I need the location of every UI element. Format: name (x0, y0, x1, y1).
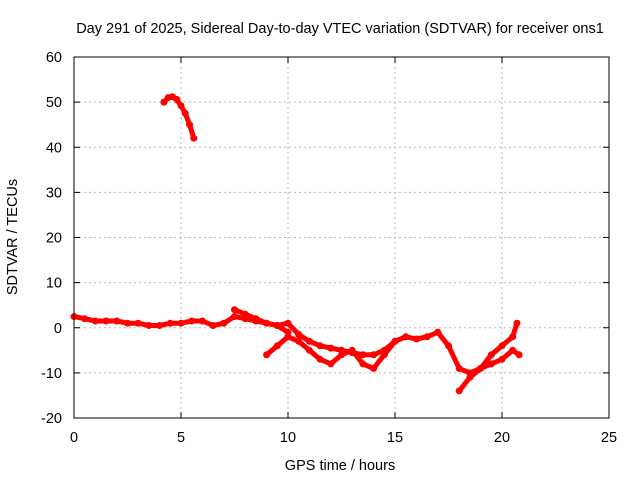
y-axis-label: SDTVAR / TECUs (5, 179, 21, 295)
data-point (370, 351, 378, 359)
data-point (263, 351, 271, 359)
data-point (284, 319, 292, 327)
data-point (359, 351, 367, 359)
data-point (273, 342, 281, 350)
data-point (188, 317, 196, 325)
data-point (380, 351, 388, 359)
x-axis-label: GPS time / hours (285, 458, 395, 474)
data-point (173, 95, 181, 103)
data-series (70, 93, 523, 395)
grid-lines (74, 57, 609, 418)
data-point (509, 333, 517, 341)
chart-title: Day 291 of 2025, Sidereal Day-to-day VTE… (76, 21, 604, 37)
data-point (145, 322, 153, 329)
data-point (487, 360, 495, 368)
data-point (81, 315, 89, 323)
data-point (186, 121, 194, 129)
data-point (466, 373, 474, 381)
data-point (198, 317, 206, 325)
data-point (455, 387, 463, 395)
y-tick-label: 60 (46, 50, 62, 66)
data-point (445, 342, 452, 350)
data-point (487, 351, 495, 359)
data-point (370, 364, 378, 372)
data-point (252, 315, 260, 323)
x-tick-label: 5 (177, 430, 185, 446)
data-point (284, 328, 292, 336)
data-point (391, 337, 399, 345)
data-point (316, 342, 324, 350)
data-point (190, 134, 198, 142)
data-point (412, 335, 420, 343)
data-point (177, 102, 185, 110)
y-tick-label: 50 (46, 95, 62, 111)
x-tick-label: 10 (280, 430, 296, 446)
y-tick-label: 10 (46, 276, 62, 292)
data-point (166, 319, 174, 327)
y-tick-label: 0 (54, 321, 62, 337)
data-point (177, 319, 185, 327)
data-point (477, 364, 485, 372)
data-point (455, 364, 463, 372)
y-tick-label: 20 (46, 231, 62, 247)
data-point (327, 344, 335, 352)
data-point (498, 355, 506, 363)
data-point (498, 342, 506, 350)
data-point (181, 109, 189, 117)
x-tick-label: 25 (601, 430, 617, 446)
data-point (295, 331, 303, 338)
y-tick-label: -20 (41, 411, 62, 427)
data-point (220, 319, 228, 327)
x-tick-label: 15 (387, 430, 403, 446)
data-point (124, 319, 131, 327)
data-point (434, 328, 442, 336)
data-point (91, 317, 99, 325)
data-point (241, 310, 249, 318)
axis-ticks: 0 5 10 15 20 25 -20 -10 0 10 20 30 40 50 60 (41, 50, 617, 446)
x-tick-label: 0 (70, 430, 78, 446)
data-point (263, 319, 271, 327)
y-tick-label: -10 (41, 366, 62, 382)
x-tick-label: 20 (494, 430, 510, 446)
data-point (113, 317, 121, 325)
data-point (231, 313, 238, 320)
data-point (160, 98, 168, 106)
y-tick-label: 30 (46, 185, 62, 201)
data-point (273, 322, 281, 329)
data-point (134, 319, 142, 327)
data-point (305, 346, 313, 354)
data-point (295, 337, 303, 345)
data-point (509, 346, 517, 354)
data-point (338, 351, 345, 359)
data-point (348, 346, 356, 354)
data-point (305, 337, 313, 345)
data-point (102, 317, 110, 325)
data-point (209, 322, 217, 329)
data-point (423, 333, 431, 341)
data-point (316, 355, 324, 363)
data-point (513, 319, 521, 327)
data-point (359, 360, 367, 368)
data-point (402, 333, 410, 341)
data-point (515, 351, 523, 359)
y-tick-label: 40 (46, 140, 62, 156)
data-point (156, 322, 164, 329)
data-point (327, 360, 335, 368)
data-point (231, 306, 238, 314)
